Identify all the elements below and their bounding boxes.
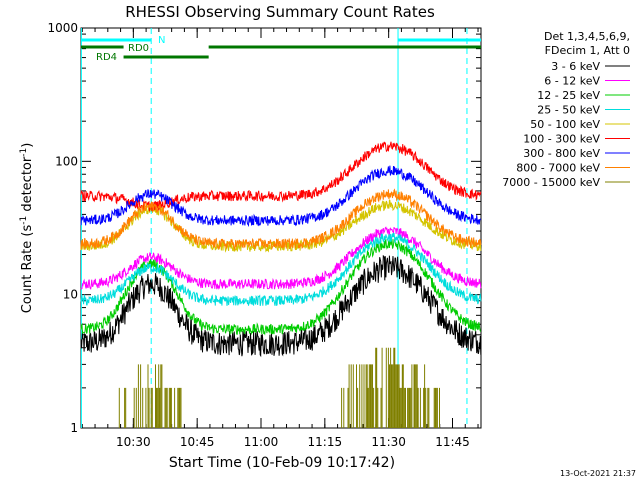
x-tick-label: 11:00: [244, 435, 279, 449]
legend-label: 300 - 800 keV: [523, 147, 600, 160]
legend-label: 7000 - 15000 keV: [502, 176, 600, 189]
x-axis-label: Start Time (10-Feb-09 10:17:42): [169, 455, 395, 471]
legend-label: 25 - 50 keV: [537, 104, 600, 117]
x-tick-label: 11:15: [308, 435, 343, 449]
footer-date: 13-Oct-2021 21:37: [560, 469, 636, 478]
legend-label: 6 - 12 keV: [544, 75, 600, 88]
legend-label: 800 - 7000 keV: [516, 162, 600, 175]
x-tick-label: 10:30: [116, 435, 151, 449]
flag-label: RD0: [128, 43, 149, 54]
series-line: [80, 232, 482, 307]
legend-label: 12 - 25 keV: [537, 89, 600, 102]
y-axis-label-part: ): [20, 143, 35, 148]
y-axis-label-part: detector: [20, 156, 35, 216]
series-line: [80, 254, 482, 358]
series-line: [80, 199, 482, 253]
flag-label: RD4: [96, 52, 117, 63]
y-tick-label: 1000: [47, 21, 78, 35]
chart-title: RHESSI Observing Summary Count Rates: [125, 3, 435, 21]
legend-header: FDecim 1, Att 0: [545, 44, 630, 57]
y-axis-label-part: Count Rate (s: [20, 225, 35, 314]
legend-header: Det 1,3,4,5,6,9,: [544, 30, 630, 43]
series-line: [118, 347, 440, 428]
y-tick-label: 10: [63, 288, 78, 302]
y-axis-label-sup: -1: [19, 216, 29, 225]
x-tick-label: 11:30: [371, 435, 406, 449]
series-line: [80, 226, 482, 290]
y-tick-label: 100: [55, 154, 78, 168]
x-tick-label: 10:45: [180, 435, 215, 449]
legend-label: 50 - 100 keV: [530, 118, 600, 131]
y-axis-label: Count Rate (s-1 detector-1): [19, 143, 35, 314]
legend: Det 1,3,4,5,6,9,FDecim 1, Att 0 3 - 6 keV…: [502, 30, 630, 189]
observing-flags: N RD0 RD4: [80, 28, 481, 428]
x-tick-label: 11:45: [435, 435, 470, 449]
y-tick-label: 1: [70, 421, 78, 435]
legend-label: 3 - 6 keV: [551, 60, 600, 73]
y-axis-label-sup: -1: [19, 148, 29, 157]
flag-label: N: [158, 35, 165, 46]
series-line: [80, 188, 482, 251]
series-line: [80, 141, 482, 212]
legend-label: 100 - 300 keV: [523, 133, 600, 146]
series-line: [80, 165, 482, 228]
series-lines: [80, 141, 482, 428]
